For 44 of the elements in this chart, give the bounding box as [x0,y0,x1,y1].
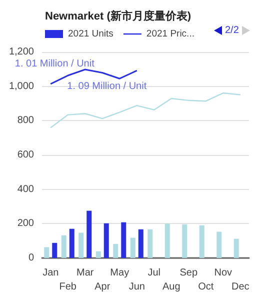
bar [182,224,188,258]
bar [96,251,101,258]
x-tick-label: Dec [231,282,250,292]
bar [61,235,66,258]
y-tick-label: 1,000 [8,80,34,92]
bar [44,247,50,258]
x-tick-label: Jan [42,268,59,278]
x-tick-label: Jul [148,268,161,278]
bar [234,238,239,258]
annotation: 1. 01 Million / Unit [14,58,95,70]
bar [113,244,118,258]
bar [52,242,58,258]
bar [69,228,74,258]
x-tick-label: Nov [214,268,232,278]
x-tick-label: Jun [128,282,145,292]
annotation: 1. 09 Million / Unit [67,81,147,92]
legend-label: 2021 Pric... [146,28,194,40]
bar [138,229,144,258]
x-tick-label: May [110,268,130,278]
y-tick-label: 1,200 [8,46,34,58]
x-tick-label: Apr [94,282,111,292]
bar [148,229,153,258]
chart-title: Newmarket (新市月度量价表) [45,10,192,22]
legend-label: 2021 Units [68,28,114,40]
bar [104,223,109,258]
bar [78,232,84,258]
y-tick-label: 0 [28,252,34,264]
y-tick-label: 200 [17,218,34,230]
x-tick-label: Mar [76,268,94,278]
y-tick-label: 400 [17,184,34,195]
x-tick-label: Sep [180,268,198,278]
bar [121,222,126,258]
x-tick-label: Feb [59,282,77,292]
x-tick-label: Aug [162,282,180,292]
x-tick-label: Oct [198,282,214,292]
text: 2/2 [225,25,239,36]
bar [164,224,170,258]
bar [86,210,92,258]
y-tick-label: 600 [17,150,34,160]
bar [130,238,136,258]
line-series [50,92,241,128]
bar [216,232,222,258]
bar [199,225,204,258]
y-tick-label: 800 [17,115,34,126]
